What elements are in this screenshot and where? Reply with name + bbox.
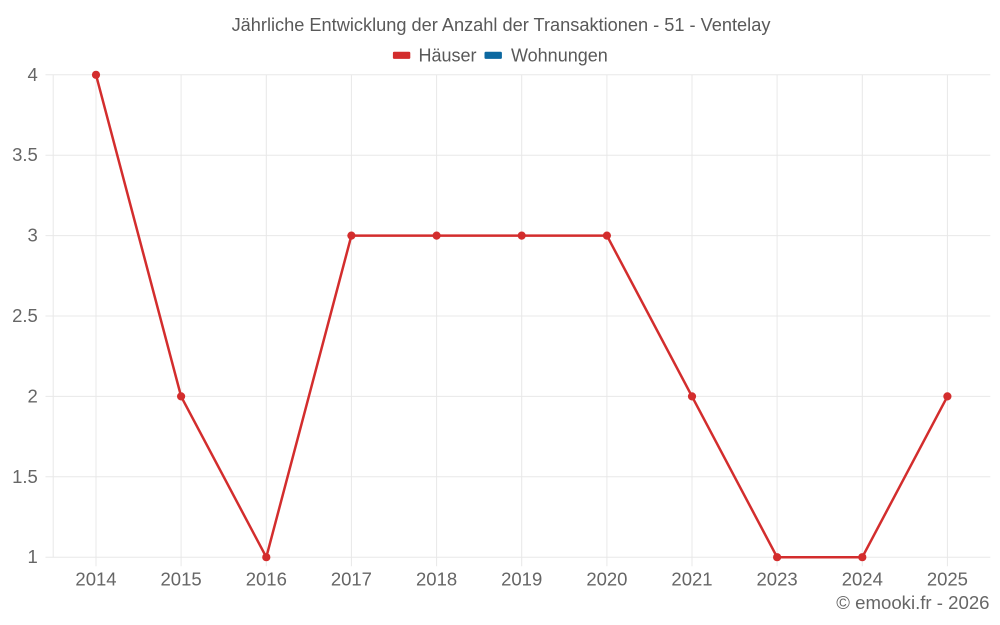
- svg-text:2018: 2018: [416, 569, 457, 590]
- svg-text:Häuser: Häuser: [419, 46, 477, 66]
- svg-text:2014: 2014: [75, 569, 116, 590]
- svg-text:2019: 2019: [501, 569, 542, 590]
- svg-text:3.5: 3.5: [12, 144, 38, 165]
- svg-text:2023: 2023: [757, 569, 798, 590]
- svg-text:2025: 2025: [927, 569, 968, 590]
- svg-text:2024: 2024: [842, 569, 883, 590]
- svg-text:Wohnungen: Wohnungen: [511, 46, 608, 66]
- svg-text:2015: 2015: [161, 569, 202, 590]
- svg-text:4: 4: [28, 64, 38, 85]
- svg-text:2: 2: [28, 385, 38, 406]
- svg-text:2021: 2021: [671, 569, 712, 590]
- svg-text:2017: 2017: [331, 569, 372, 590]
- svg-text:2016: 2016: [246, 569, 287, 590]
- svg-text:1.5: 1.5: [12, 466, 38, 487]
- svg-text:2.5: 2.5: [12, 305, 38, 326]
- svg-text:© emooki.fr - 2026: © emooki.fr - 2026: [836, 592, 989, 613]
- svg-text:Jährliche Entwicklung der Anza: Jährliche Entwicklung der Anzahl der Tra…: [232, 15, 772, 35]
- svg-text:3: 3: [28, 225, 38, 246]
- svg-text:2020: 2020: [586, 569, 627, 590]
- svg-text:1: 1: [28, 546, 38, 567]
